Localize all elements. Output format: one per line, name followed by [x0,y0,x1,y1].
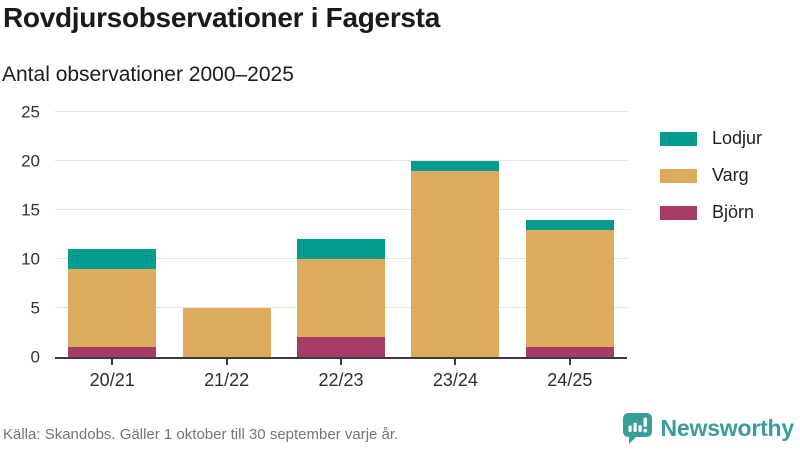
bar-segment-björn-20-21 [68,347,157,357]
bar-segment-lodjur-24-25 [525,219,614,230]
y-tick-label-20: 20 [21,151,40,171]
bar-segment-varg-24-25 [525,229,614,348]
source-note: Källa: Skandobs. Gäller 1 oktober till 3… [3,426,399,443]
bar-segment-varg-21-22 [182,308,271,357]
x-tick-label-21-22: 21/22 [204,370,250,390]
x-tick-mark [454,359,457,365]
bar-segment-lodjur-20-21 [68,249,157,269]
legend-item-björn: Björn [660,202,762,223]
legend-swatch-lodjur [660,131,697,146]
x-axis-labels: 20/21 21/22 22/23 23/24 24/25 [55,359,627,393]
bar-segment-varg-23-24 [411,170,500,357]
x-slot-22-23: 22/23 [284,359,398,393]
newsworthy-logo[interactable]: Newsworthy [622,412,794,445]
x-tick-label-24-25: 24/25 [547,370,593,390]
legend: Lodjur Varg Björn [660,128,762,239]
x-tick-mark [568,359,571,365]
x-slot-21-22: 21/22 [169,359,283,393]
bar-23-24 [411,112,500,357]
bar-segment-varg-20-21 [68,268,157,348]
gridline-25 [55,111,627,112]
legend-label-björn: Björn [712,202,755,222]
newsworthy-bubble-chart-icon [622,412,653,445]
legend-label-lodjur: Lodjur [712,128,763,148]
plot-area [55,111,627,359]
legend-swatch-björn [660,205,697,220]
legend-item-varg: Varg [660,165,762,186]
bar-segment-björn-22-23 [296,337,386,357]
bar-segment-björn-24-25 [525,347,614,357]
newsworthy-wordmark: Newsworthy [660,415,795,441]
legend-label-varg: Varg [712,165,749,185]
chart-subtitle: Antal observationer 2000–2025 [2,63,294,86]
x-tick-label-20-21: 20/21 [89,370,135,390]
y-tick-label-10: 10 [21,249,40,269]
x-slot-24-25: 24/25 [513,359,627,393]
y-tick-label-15: 15 [21,200,40,220]
x-tick-mark [111,359,114,365]
bar-segment-lodjur-22-23 [296,239,386,260]
x-tick-mark [340,359,343,365]
page-title: Rovdjursobservationer i Fagersta [3,2,440,33]
y-tick-label-0: 0 [30,347,40,367]
bar-22-23 [296,112,386,357]
bar-24-25 [525,112,614,357]
bar-segment-varg-22-23 [296,259,386,338]
gridline-20 [55,160,627,161]
x-tick-label-22-23: 22/23 [318,370,364,390]
legend-item-lodjur: Lodjur [660,128,762,149]
y-axis-labels: 0 5 10 15 20 25 [0,104,46,366]
y-tick-label-25: 25 [21,102,40,122]
bar-21-22 [182,112,271,357]
x-tick-label-23-24: 23/24 [432,370,478,390]
gridline-15 [55,209,627,210]
x-slot-23-24: 23/24 [398,359,512,393]
y-tick-label-5: 5 [30,298,40,318]
legend-swatch-varg [660,168,697,183]
bar-segment-lodjur-23-24 [411,161,500,171]
x-slot-20-21: 20/21 [55,359,169,393]
x-tick-mark [225,359,228,365]
bar-20-21 [68,112,157,357]
